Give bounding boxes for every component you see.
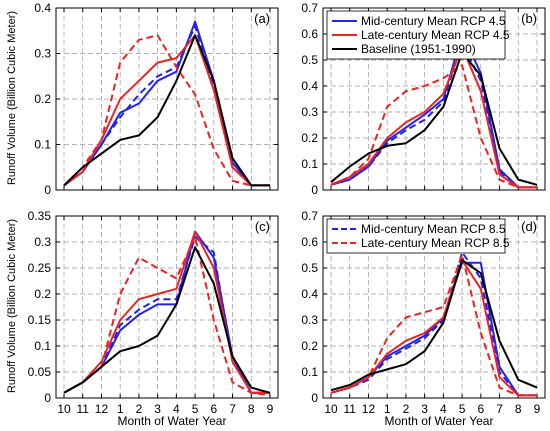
x-tick-label: 8 [248,402,255,416]
axes-frame [322,215,546,399]
legend-label: Mid-century Mean RCP 4.5 [361,14,506,28]
y-tick-label: 0.6 [301,27,318,41]
panel-1: 0 0.1 0.2 0.3 0.4 (a) [34,1,279,197]
x-tick-label: 12 [362,402,376,416]
x-tick-label: 2 [403,402,410,416]
y-tick-label: 0 [311,183,318,197]
y-tick-label: 0.4 [34,1,51,15]
x-tick-label: 7 [496,402,503,416]
y-axis-label-top: Runoff Volume (Billion Cubic Meter) [6,11,18,185]
legend-label: Baseline (1951-1990) [361,42,476,56]
y-tick-label: 0.3 [34,47,51,61]
y-tick-label: 0.3 [301,313,318,327]
series-line-red-dashed [63,34,270,187]
y-tick-label: 0.1 [301,365,318,379]
series-line-blue-dashed [330,251,537,397]
panel-label: (d) [521,219,537,234]
y-tick-label: 0 [44,391,51,405]
axes-frame [322,7,546,191]
x-tick-label: 10 [57,402,71,416]
series-line-black-solid [63,34,270,187]
x-tick-label: 8 [515,402,522,416]
series-line-blue-dashed [63,25,270,187]
y-tick-label: 0.5 [301,53,318,67]
y-tick-label: 0.1 [34,138,51,152]
x-tick-label: 5 [459,402,466,416]
x-axis-label-left: Month of Water Year [118,414,227,428]
panels: 0 0.1 0.2 0.3 0.4 (a) 0 0.1 0.2 0.3 0.4 0.5 0.6 0.7 Mi… [28,1,546,416]
legend-label: Late-century Mean RCP 8.5 [361,236,510,250]
y-tick-label: 0.3 [301,105,318,119]
series-line-red-dashed [330,64,537,189]
y-tick-label: 0 [44,183,51,197]
y-tick-label: 0.2 [301,339,318,353]
x-tick-label: 11 [343,402,356,416]
x-tick-label: 12 [95,402,109,416]
y-tick-label: 0.1 [34,339,51,353]
panel-label: (b) [521,11,537,26]
y-tick-label: 0.4 [301,287,318,301]
series-line-red-dashed [330,254,537,397]
panel-2: 0 0.1 0.2 0.3 0.4 0.5 0.6 0.7 Mid-century Mean R… [301,1,546,197]
legend-box [326,218,506,254]
x-tick-label: 4 [173,402,180,416]
x-tick-label: 4 [440,402,447,416]
y-tick-label: 0 [311,391,318,405]
y-tick-label: 0.3 [34,235,51,249]
x-axis-label-right: Month of Water Year [385,414,494,428]
panel-4: 00.10.20.30.40.50.60.710 11 12 1 2 3 4 5 6 7 8 9Mid… [301,209,546,416]
plot-area [56,216,278,398]
y-tick-label: 0.6 [301,235,318,249]
y-tick-label: 0.2 [301,131,318,145]
x-tick-label: 1 [117,402,124,416]
x-tick-label: 11 [76,402,89,416]
x-tick-label: 3 [154,402,161,416]
x-tick-label: 6 [477,402,484,416]
series-line-blue-dashed [63,235,270,394]
y-tick-label: 0.05 [28,365,52,379]
y-tick-label: 0.4 [301,79,318,93]
series-line-blue-dashed [330,40,537,189]
x-tick-label: 2 [136,402,143,416]
x-tick-label: 1 [384,402,391,416]
legend-label: Mid-century Mean RCP 8.5 [361,222,506,236]
axes-frame [55,7,279,191]
axes-frame [55,215,279,399]
legend-label: Late-century Mean RCP 4.5 [361,28,510,42]
panel-label: (c) [255,219,270,234]
y-tick-label: 0.1 [301,157,318,171]
series-line-black-solid [330,51,538,186]
y-tick-label: 0.25 [28,261,52,275]
y-tick-label: 0.15 [28,313,52,327]
x-tick-label: 9 [267,402,274,416]
y-tick-label: 0.7 [301,1,318,15]
x-tick-label: 7 [229,402,236,416]
y-tick-label: 0.2 [34,287,51,301]
series-line-red-solid [330,46,537,189]
x-tick-label: 5 [192,402,199,416]
x-tick-label: 10 [324,402,338,416]
series-line-red-solid [63,230,270,394]
y-axis-label-bottom: Runoff Volume (Billion Cubic Meter) [6,219,18,393]
y-tick-label: 0.7 [301,209,318,223]
x-tick-label: 6 [210,402,217,416]
x-tick-label: 3 [421,402,428,416]
x-tick-label: 9 [534,402,541,416]
panel-label: (a) [254,11,270,26]
y-tick-label: 0.35 [28,209,52,223]
y-tick-label: 0.5 [301,261,318,275]
series-line-red-solid [63,34,270,187]
series-line-black-solid [63,246,271,394]
series-line-black-solid [330,259,538,392]
y-tick-label: 0.2 [34,92,51,106]
